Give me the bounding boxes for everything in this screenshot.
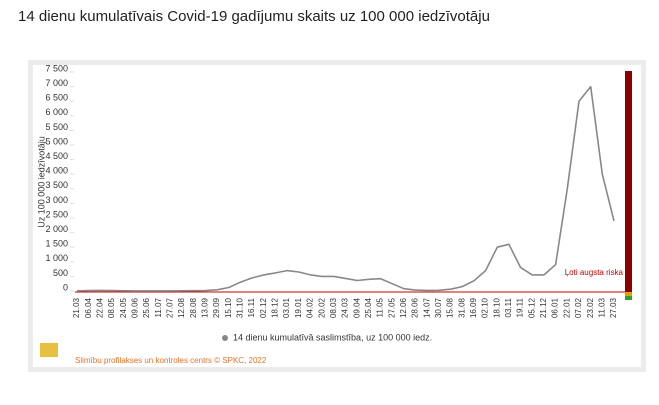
x-tick-label: 12.08 — [177, 297, 186, 318]
x-tick-label: 11.07 — [154, 297, 163, 317]
x-tick-label: 03.11 — [504, 297, 513, 317]
y-tick-label: 1 500 — [45, 239, 68, 249]
x-tick-label: 12.06 — [399, 297, 408, 318]
x-tick-label: 02.12 — [259, 297, 268, 318]
x-tick-label: 08.05 — [107, 297, 116, 318]
x-tick-label: 19.01 — [294, 297, 303, 318]
x-tick-label: 19.11 — [516, 297, 525, 317]
x-tick-label: 15.08 — [446, 297, 455, 318]
y-tick-label: 500 — [53, 268, 68, 278]
risk-bar-high — [625, 71, 632, 292]
x-tick-label: 21.03 — [72, 297, 81, 318]
x-tick-label: 25.04 — [364, 297, 373, 318]
y-tick-label: 0 — [63, 282, 68, 292]
y-axis-label: Uz 100 000 iedzīvotāju — [36, 136, 46, 228]
x-tick-label: 16.09 — [469, 297, 478, 318]
x-tick-label: 09.06 — [130, 297, 139, 318]
x-tick-label: 21.12 — [539, 297, 548, 318]
x-tick-label: 13.09 — [201, 297, 210, 318]
y-tick-label: 7 000 — [45, 78, 68, 88]
footer: Slimību profilakses un kontroles centrs … — [75, 356, 267, 365]
x-tick-label: 28.08 — [189, 297, 198, 318]
x-tick-label: 04.02 — [306, 297, 315, 318]
x-tick-label: 25.06 — [142, 297, 151, 318]
risk-bar-mid — [625, 292, 632, 296]
x-tick-label: 29.09 — [212, 297, 221, 318]
x-tick-label: 20.02 — [317, 297, 326, 318]
x-tick-label: 16.11 — [247, 297, 256, 317]
x-tick-label: 06.01 — [551, 297, 560, 318]
x-tick-label: 05.12 — [527, 297, 536, 318]
x-tick-label: 09.04 — [352, 297, 361, 318]
y-tick-label: 5 500 — [45, 122, 68, 132]
x-tick-label: 06.04 — [84, 297, 93, 318]
x-tick-label: 28.06 — [411, 297, 420, 318]
x-tick-label: 31.08 — [457, 297, 466, 318]
legend-marker — [222, 335, 228, 341]
y-tick-label: 1 000 — [45, 253, 68, 263]
x-tick-label: 22.01 — [562, 297, 571, 318]
y-tick-label: 6 500 — [45, 93, 68, 103]
x-tick-label: 22.04 — [95, 297, 104, 318]
annotation: Ļoti augsta riska — [565, 268, 624, 277]
y-tick-label: 6 000 — [45, 107, 68, 117]
y-tick-label: 3 500 — [45, 180, 68, 190]
series-line — [76, 85, 615, 292]
chart-title: 14 dienu kumulatīvais Covid-19 gadījumu … — [18, 8, 490, 25]
x-tick-label: 27.07 — [166, 297, 175, 318]
y-tick-label: 7 500 — [45, 63, 68, 73]
chart-panel — [33, 65, 641, 367]
x-tick-label: 03.01 — [282, 297, 291, 318]
x-tick-label: 02.10 — [481, 297, 490, 318]
x-tick-label: 18.10 — [492, 297, 501, 318]
risk-bar-low — [625, 296, 632, 300]
x-tick-label: 15.10 — [224, 297, 233, 318]
x-tick-label: 27.03 — [609, 297, 618, 318]
y-tick-label: 2 500 — [45, 209, 68, 219]
x-tick-label: 18.12 — [271, 297, 280, 318]
logo — [40, 343, 58, 357]
x-tick-label: 23.02 — [586, 297, 595, 318]
y-tick-label: 4 000 — [45, 166, 68, 176]
x-tick-label: 14.07 — [422, 297, 431, 318]
legend-label: 14 dienu kumulatīvā saslimstība, uz 100 … — [233, 332, 432, 342]
x-tick-label: 11.03 — [597, 297, 606, 317]
y-tick-label: 3 000 — [45, 195, 68, 205]
x-tick-label: 24.03 — [341, 297, 350, 318]
x-tick-label: 30.07 — [434, 297, 443, 318]
x-tick-label: 11.05 — [376, 297, 385, 317]
x-tick-label: 07.02 — [574, 297, 583, 318]
y-tick-label: 5 000 — [45, 136, 68, 146]
x-tick-label: 24.05 — [119, 297, 128, 318]
x-tick-label: 27.05 — [387, 297, 396, 318]
y-tick-label: 4 500 — [45, 151, 68, 161]
y-tick-label: 2 000 — [45, 224, 68, 234]
x-tick-label: 08.03 — [329, 297, 338, 318]
x-tick-label: 31.10 — [236, 297, 245, 318]
